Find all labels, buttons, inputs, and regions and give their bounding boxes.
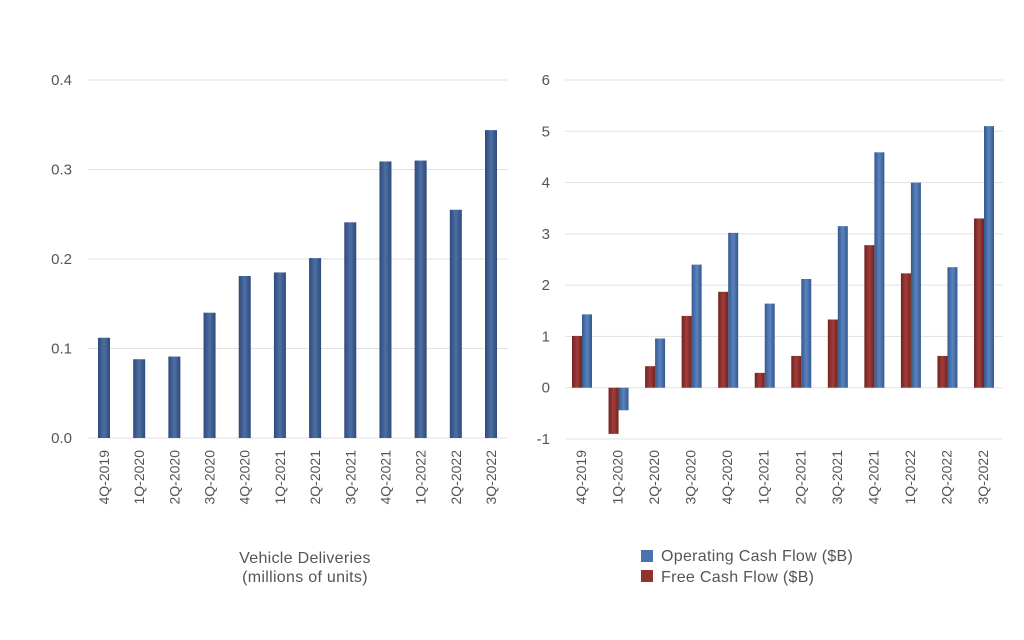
right-x-tick-label: 2Q-2022 (938, 450, 954, 505)
right-bar-operating-cash-flow-b-2q-2021 (801, 278, 812, 388)
left-bar-3q-2021 (344, 222, 357, 438)
right-y-tick-label: 1 (542, 328, 550, 345)
right-bar-operating-cash-flow-b-2q-2020 (655, 338, 666, 388)
right-bar-operating-cash-flow-b-1q-2022 (910, 182, 921, 388)
left-bar-4q-2019 (98, 337, 110, 438)
left-gridlines (88, 79, 508, 439)
right-bar-free-cash-flow-b-3q-2022 (974, 218, 984, 388)
right-x-tick-label: 1Q-2022 (902, 450, 918, 505)
right-y-tick-label: 6 (542, 72, 550, 89)
right-bar-free-cash-flow-b-3q-2020 (681, 315, 692, 388)
left-x-tick-label: 4Q-2020 (237, 450, 253, 505)
right-bar-free-cash-flow-b-3q-2021 (827, 319, 838, 388)
left-bar-3q-2022 (485, 130, 497, 438)
right-bar-free-cash-flow-b-1q-2022 (900, 273, 911, 388)
right-bar-operating-cash-flow-b-3q-2022 (984, 126, 994, 388)
left-bar-4q-2020 (238, 276, 251, 438)
left-x-tick-label: 2Q-2022 (448, 450, 464, 505)
right-y-tick-label: 2 (542, 277, 550, 294)
left-x-tick-labels: 4Q-2019 1Q-2020 2Q-2020 3Q-2020 4Q-2020 1Q-20… (96, 450, 499, 505)
right-y-tick-label: 3 (542, 226, 550, 243)
right-x-tick-label: 3Q-2022 (975, 450, 991, 505)
left-bars (98, 130, 497, 439)
left-x-tick-label: 3Q-2020 (202, 450, 218, 505)
right-x-tick-label: 3Q-2020 (683, 450, 699, 505)
right-y-tick-label: -1 (537, 431, 550, 448)
left-x-tick-label: 2Q-2020 (166, 450, 182, 505)
right-bar-operating-cash-flow-b-4q-2019 (582, 314, 592, 388)
left-x-tick-label: 2Q-2021 (307, 450, 323, 505)
right-bar-operating-cash-flow-b-1q-2021 (764, 303, 775, 388)
right-bar-free-cash-flow-b-2q-2020 (645, 366, 656, 388)
right-bar-operating-cash-flow-b-4q-2020 (728, 232, 739, 388)
right-bar-free-cash-flow-b-4q-2020 (718, 291, 729, 388)
left-x-tick-label: 4Q-2019 (96, 450, 112, 505)
right-bars (572, 126, 994, 434)
right-gridlines (565, 79, 1003, 440)
right-bar-free-cash-flow-b-2q-2022 (937, 355, 948, 388)
left-y-tick-label: 0.3 (51, 162, 72, 179)
left-x-tick-label: 3Q-2021 (342, 450, 358, 505)
left-y-tick-label: 0.1 (51, 341, 72, 358)
left-caption-line-2: (millions of units) (242, 569, 368, 586)
right-y-tick-label: 5 (542, 123, 550, 140)
left-bar-1q-2020 (133, 359, 146, 438)
left-bar-2q-2022 (449, 209, 462, 438)
right-bar-operating-cash-flow-b-1q-2020 (618, 387, 629, 411)
left-x-tick-label: 1Q-2020 (131, 450, 147, 505)
right-x-tick-label: 2Q-2020 (646, 450, 662, 505)
vehicle-deliveries-chart: 0.0 0.1 0.2 0.3 0.4 4Q-2019 1Q-2020 2Q-2020 3Q-… (51, 72, 508, 586)
left-y-tick-labels: 0.0 0.1 0.2 0.3 0.4 (51, 72, 72, 447)
left-bar-1q-2022 (414, 160, 427, 439)
right-y-tick-labels: -1 0 1 2 3 4 5 6 (537, 72, 550, 448)
left-bar-2q-2020 (168, 356, 181, 438)
right-bar-operating-cash-flow-b-2q-2022 (947, 267, 958, 388)
left-x-tick-label: 4Q-2021 (377, 450, 393, 505)
left-x-tick-label: 1Q-2021 (272, 450, 288, 505)
right-x-tick-label: 4Q-2019 (573, 450, 589, 505)
legend-label-free-cash-flow: Free Cash Flow ($B) (661, 569, 814, 586)
right-y-tick-label: 4 (542, 175, 550, 192)
legend-label-operating-cash-flow: Operating Cash Flow ($B) (661, 548, 853, 565)
right-bar-operating-cash-flow-b-3q-2020 (691, 264, 702, 388)
left-bar-3q-2020 (203, 312, 216, 438)
left-y-tick-label: 0.4 (51, 72, 72, 89)
right-bar-operating-cash-flow-b-3q-2021 (837, 226, 848, 388)
left-bar-4q-2021 (379, 161, 392, 438)
right-x-tick-label: 4Q-2020 (719, 450, 735, 505)
right-x-tick-label: 4Q-2021 (865, 450, 881, 505)
legend-swatch-operating-cash-flow (641, 550, 653, 562)
left-caption-line-1: Vehicle Deliveries (239, 550, 371, 567)
right-y-tick-label: 0 (542, 380, 550, 397)
right-bar-free-cash-flow-b-2q-2021 (791, 355, 802, 388)
right-x-tick-labels: 4Q-2019 1Q-2020 2Q-2020 3Q-2020 4Q-2020 1Q-20… (573, 450, 991, 505)
right-bar-free-cash-flow-b-4q-2021 (864, 245, 875, 388)
right-bar-free-cash-flow-b-1q-2020 (608, 387, 619, 434)
legend-swatch-free-cash-flow (641, 570, 653, 582)
right-x-tick-label: 2Q-2021 (792, 450, 808, 505)
right-bar-free-cash-flow-b-1q-2021 (754, 372, 765, 388)
left-x-tick-label: 1Q-2022 (413, 450, 429, 505)
left-bar-2q-2021 (309, 258, 322, 438)
right-bar-free-cash-flow-b-4q-2019 (572, 335, 582, 388)
left-bar-1q-2021 (273, 272, 286, 438)
right-x-tick-label: 1Q-2020 (610, 450, 626, 505)
right-x-tick-label: 3Q-2021 (829, 450, 845, 505)
left-x-tick-label: 3Q-2022 (483, 450, 499, 505)
left-y-tick-label: 0.2 (51, 251, 72, 268)
right-bar-operating-cash-flow-b-4q-2021 (874, 152, 885, 388)
left-y-tick-label: 0.0 (51, 430, 72, 447)
right-x-tick-label: 1Q-2021 (756, 450, 772, 505)
legend: Operating Cash Flow ($B) Free Cash Flow … (641, 548, 853, 586)
